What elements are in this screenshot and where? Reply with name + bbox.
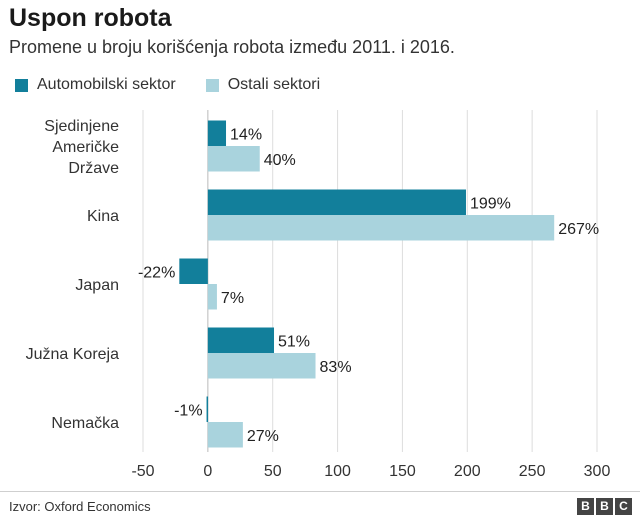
category-label: Američke <box>52 139 119 156</box>
legend-swatch-other <box>205 78 219 92</box>
legend-label-auto: Automobilski sektor <box>37 76 176 93</box>
legend-item-auto: Automobilski sektor <box>15 76 176 94</box>
bar <box>207 422 243 448</box>
category-label: Sjedinjene <box>44 118 119 135</box>
legend-item-other: Ostali sektori <box>205 76 321 94</box>
data-label: 51% <box>278 333 310 350</box>
bar <box>207 146 260 172</box>
bar <box>179 258 208 284</box>
x-tick-label: 0 <box>203 463 212 480</box>
bar <box>207 327 275 353</box>
bar <box>207 215 555 241</box>
x-tick-label: 250 <box>519 463 546 480</box>
footer-divider <box>0 491 640 492</box>
data-label: -22% <box>138 264 175 281</box>
source-note: Izvor: Oxford Economics <box>9 499 151 514</box>
x-tick-label: 50 <box>264 463 282 480</box>
bar <box>207 189 466 215</box>
category-label: Nemačka <box>51 415 119 432</box>
bbc-logo-letter: B <box>577 498 594 515</box>
chart-subtitle: Promene u broju korišćenja robota između… <box>9 37 455 57</box>
bar <box>207 284 217 310</box>
data-label: 7% <box>221 290 244 307</box>
bar <box>206 396 209 422</box>
bbc-logo-letter: C <box>615 498 632 515</box>
x-tick-label: 300 <box>584 463 611 480</box>
category-label: Države <box>68 160 119 177</box>
data-label: 14% <box>230 126 262 143</box>
data-label: 40% <box>264 152 296 169</box>
x-tick-label: -50 <box>131 463 154 480</box>
x-tick-label: 150 <box>389 463 416 480</box>
category-label: Južna Koreja <box>26 346 119 363</box>
legend-label-other: Ostali sektori <box>227 76 321 93</box>
category-label: Kina <box>87 208 119 225</box>
legend: Automobilski sektor Ostali sektori <box>15 76 350 94</box>
bbc-logo-letter: B <box>596 498 613 515</box>
data-label: -1% <box>174 402 202 419</box>
data-label: 27% <box>247 428 279 445</box>
data-label: 199% <box>470 195 511 212</box>
data-label: 267% <box>558 221 599 238</box>
bbc-logo: B B C <box>575 498 632 515</box>
category-label: Japan <box>75 277 119 294</box>
x-tick-label: 100 <box>324 463 351 480</box>
x-tick-label: 200 <box>454 463 481 480</box>
legend-swatch-auto <box>15 78 28 92</box>
data-label: 83% <box>320 359 352 376</box>
bar <box>207 120 227 146</box>
bar-chart: -50 0 50 100 150 200 250 300 14%40% Sjedinjene Ame… <box>26 110 611 480</box>
bar <box>207 353 316 379</box>
chart-title: Uspon robota <box>9 4 172 32</box>
